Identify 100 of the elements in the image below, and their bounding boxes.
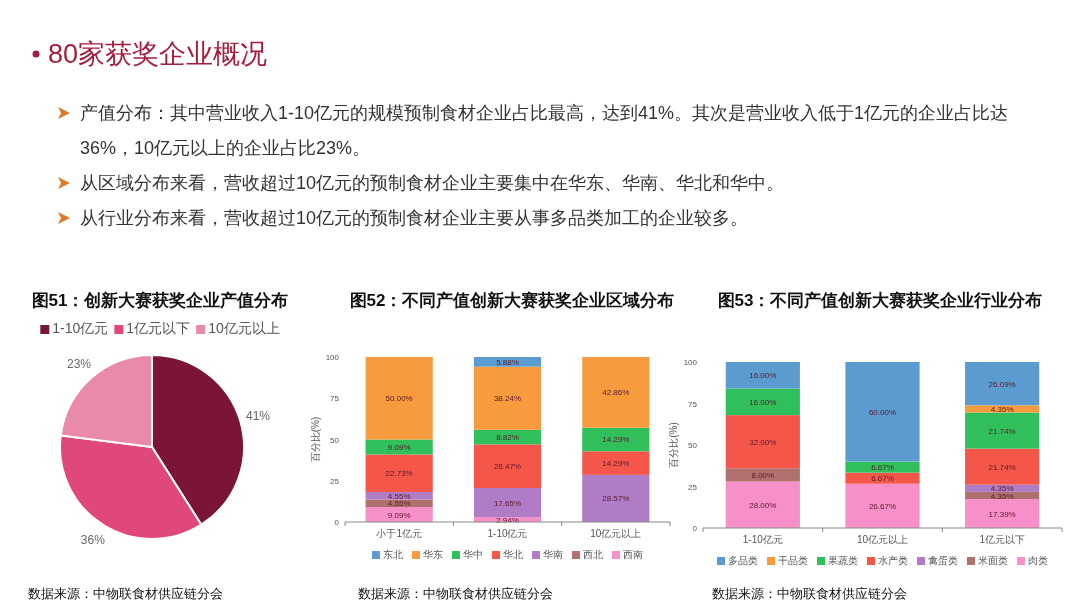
bar xyxy=(845,461,920,473)
y-tick-label: 100 xyxy=(325,353,340,362)
data-label: 21.74% xyxy=(988,462,1016,472)
data-label: 4.35% xyxy=(990,404,1014,414)
y-axis-title: 百分比(%) xyxy=(310,416,321,463)
data-label: 28.00% xyxy=(749,500,777,510)
chart-title: 图53：不同产值创新大赛获奖企业行业分布 xyxy=(717,291,1043,310)
data-label: 36% xyxy=(80,533,106,548)
bar xyxy=(582,474,650,522)
legend-label: 1-10亿元 xyxy=(52,320,109,336)
data-label: 60.00% xyxy=(868,407,897,417)
text: 从行业分布来看，营收超过10亿元的预制食材企业主要从事多品类加工的企业较多。 xyxy=(80,207,750,230)
y-tick-label: 75 xyxy=(688,399,698,409)
bar xyxy=(965,405,1040,413)
bar xyxy=(965,412,1040,449)
bar xyxy=(845,483,920,528)
bar xyxy=(725,468,800,482)
source-note: 数据来源：中物联食材供应链分会 xyxy=(28,586,223,601)
data-label: 28.57% xyxy=(602,494,630,504)
x-tick-label: 1亿元以下 xyxy=(979,534,1025,545)
data-label: 38.24% xyxy=(493,394,522,404)
bar xyxy=(365,454,433,492)
y-tick-label: 0 xyxy=(334,518,340,527)
data-label: 16.00% xyxy=(749,371,777,381)
legend-label: 华北 xyxy=(503,549,523,560)
text: 80家获奖企业概况 xyxy=(48,38,268,71)
bar xyxy=(845,361,920,462)
legend-label: 华中 xyxy=(463,549,483,560)
legend-label: 华南 xyxy=(543,549,563,560)
data-label: 32.00% xyxy=(749,437,777,447)
legend-label: 禽蛋类 xyxy=(928,555,958,566)
text: 产值分布：其中营业收入1-10亿元的规模预制食材企业占比最高，达到41%。其次是营业收入低于1亿元的企业占比达36%，10亿元以上的企业占比23%。 xyxy=(80,102,1010,160)
legend-label: 10亿元以上 xyxy=(208,320,280,336)
y-tick-label: 0 xyxy=(692,524,698,533)
legend-label: 水产类 xyxy=(878,555,908,566)
data-label: 8.00% xyxy=(751,470,775,480)
chart-title: 图52：不同产值创新大赛获奖企业区域分布 xyxy=(349,291,675,310)
data-label: 14.29% xyxy=(602,435,630,445)
source-note: 数据来源：中物联食材供应链分会 xyxy=(712,586,907,601)
bar xyxy=(725,415,800,469)
data-label: 4.55% xyxy=(387,499,411,509)
y-tick-label: 50 xyxy=(330,435,340,445)
bar xyxy=(582,356,650,428)
data-label: 14.29% xyxy=(602,459,630,469)
data-label: 5.88% xyxy=(496,357,519,367)
data-label: 9.09% xyxy=(387,510,411,520)
data-label: 26.67% xyxy=(868,501,897,511)
data-label: 17.39% xyxy=(988,509,1016,519)
data-label: 9.09% xyxy=(387,442,411,452)
bar xyxy=(845,472,920,484)
legend-label: 米面类 xyxy=(978,555,1008,566)
data-label: 50.00% xyxy=(385,394,413,404)
legend-label: 1亿元以下 xyxy=(126,320,191,336)
y-tick-label: 75 xyxy=(330,394,340,404)
data-label: 42.86% xyxy=(602,388,630,398)
legend-label: 干品类 xyxy=(778,555,808,566)
legend-label: 果蔬类 xyxy=(828,555,858,566)
data-label: 4.35% xyxy=(990,484,1014,494)
legend-label: 西北 xyxy=(583,549,603,560)
y-tick-label: 25 xyxy=(688,482,698,492)
bar xyxy=(965,499,1040,528)
data-label: 26.47% xyxy=(493,462,522,472)
legend-label: 肉类 xyxy=(1028,555,1048,566)
data-label: 6.67% xyxy=(871,474,894,484)
legend-label: 华东 xyxy=(423,549,443,560)
legend-label: 多品类 xyxy=(728,555,758,566)
data-label: 17.65% xyxy=(493,498,522,508)
legend-label: 西南 xyxy=(623,549,643,560)
x-tick-label: 小于1亿元 xyxy=(376,528,422,539)
x-tick-label: 10亿元以上 xyxy=(590,528,642,539)
data-label: 2.94% xyxy=(496,515,519,525)
x-tick-label: 1-10亿元 xyxy=(742,534,783,545)
x-tick-label: 1-10亿元 xyxy=(487,528,528,539)
bar xyxy=(965,361,1040,406)
data-label: 26.09% xyxy=(988,379,1016,389)
y-tick-label: 50 xyxy=(688,441,698,450)
bar xyxy=(725,388,800,416)
y-tick-label: 25 xyxy=(330,476,340,486)
data-label: 21.74% xyxy=(988,426,1016,436)
data-label: 41% xyxy=(246,409,271,424)
text: 从区域分布来看，营收超过10亿元的预制食材企业主要集中在华东、华南、华北和华中。 xyxy=(80,172,786,195)
data-label: 4.55% xyxy=(387,491,411,501)
bar xyxy=(365,439,433,455)
chart-title: 图51：创新大赛获奖企业产值分布 xyxy=(31,291,289,310)
data-label: 22.73% xyxy=(385,469,413,479)
data-label: 6.67% xyxy=(871,463,894,473)
bar xyxy=(725,481,800,528)
bar xyxy=(365,356,433,440)
data-label: 8.82% xyxy=(496,433,519,443)
y-axis-title: 百分比(%) xyxy=(668,422,679,468)
bar xyxy=(725,362,800,389)
y-tick-label: 100 xyxy=(683,358,698,367)
data-label: 16.00% xyxy=(749,397,777,407)
bar xyxy=(582,451,650,475)
data-label: 4.35% xyxy=(990,491,1014,501)
bar xyxy=(473,444,542,489)
bar xyxy=(965,448,1040,485)
bar xyxy=(582,427,650,452)
legend-label: 东北 xyxy=(383,549,403,560)
bar xyxy=(473,366,542,430)
